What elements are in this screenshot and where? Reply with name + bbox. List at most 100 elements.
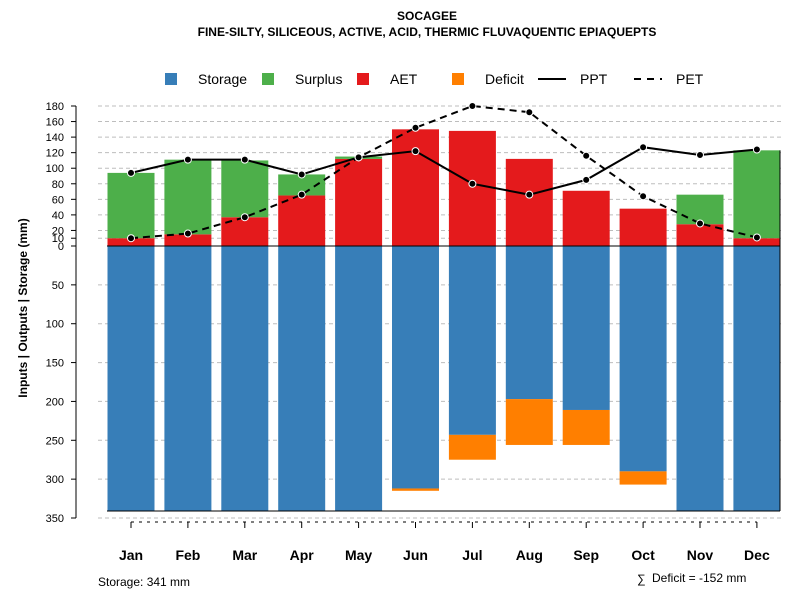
- y-tick-label: 140: [46, 132, 64, 144]
- pet-point: [582, 151, 591, 160]
- pet-point: [240, 213, 249, 222]
- legend-label: Deficit: [485, 71, 524, 87]
- bar-aet: [733, 238, 781, 246]
- x-tick-label: Sep: [573, 547, 599, 563]
- pet-point: [183, 229, 192, 238]
- y-tick-label: 50: [52, 280, 64, 292]
- bars: [107, 129, 781, 512]
- bar-surplus: [733, 150, 781, 239]
- x-tick-label: Jul: [462, 547, 482, 563]
- pet-point: [696, 219, 704, 228]
- sum-symbol: ∑: [637, 572, 646, 586]
- bar-aet: [562, 190, 610, 246]
- bar-aet: [164, 234, 212, 246]
- bar-aet: [505, 158, 553, 246]
- pet-point: [639, 192, 648, 201]
- ppt-point: [639, 143, 648, 152]
- y-tick-label: 200: [46, 396, 64, 408]
- pet-point: [127, 234, 135, 243]
- ppt-point: [127, 168, 135, 177]
- legend-swatch: [452, 73, 464, 85]
- bar-deficit: [619, 471, 667, 485]
- x-tick-label: Jun: [403, 547, 428, 563]
- y-tick-label: 80: [52, 179, 64, 191]
- x-tick-label: Oct: [631, 547, 655, 563]
- x-tick-label: Jan: [119, 547, 143, 563]
- bar-storage: [107, 246, 155, 512]
- y-axis-label: Inputs | Outputs | Storage (mm): [16, 218, 30, 397]
- legend-swatch: [262, 73, 274, 85]
- bar-deficit: [448, 434, 496, 460]
- bar-deficit: [505, 399, 553, 445]
- ppt-line: [130, 146, 757, 196]
- y-tick-label: 0: [58, 241, 64, 253]
- legend-label: Storage: [198, 71, 247, 87]
- ppt-point: [183, 155, 192, 164]
- bar-surplus: [278, 174, 326, 196]
- legend-label: PET: [676, 71, 704, 87]
- legend-swatch: [165, 73, 177, 85]
- chart-title: SOCAGEE: [397, 9, 457, 23]
- y-tick-label: 120: [46, 148, 64, 160]
- pet-point: [525, 108, 534, 117]
- y-tick-label: 150: [46, 358, 64, 370]
- bar-deficit: [562, 409, 610, 445]
- legend-label: PPT: [580, 71, 608, 87]
- series-lines: [127, 102, 761, 243]
- bar-aet: [448, 130, 496, 246]
- chart-subtitle: FINE-SILTY, SILICEOUS, ACTIVE, ACID, THE…: [198, 25, 657, 39]
- pet-point: [411, 123, 420, 132]
- bar-surplus: [221, 160, 269, 218]
- x-tick-label: Apr: [290, 547, 315, 563]
- bar-storage: [392, 246, 439, 489]
- pet-point: [468, 102, 477, 110]
- ppt-point: [411, 147, 420, 156]
- bar-storage: [676, 246, 724, 512]
- x-tick-label: May: [345, 547, 372, 563]
- bar-storage: [505, 246, 553, 400]
- y-tick-label: 60: [52, 194, 64, 206]
- bar-storage: [221, 246, 269, 512]
- y-tick-label: 180: [46, 101, 64, 113]
- ppt-point: [582, 175, 591, 184]
- pet-point: [354, 153, 363, 162]
- pet-point: [752, 233, 761, 242]
- x-tick-label: Mar: [232, 547, 257, 563]
- y-tick-label: 40: [52, 210, 64, 222]
- bar-aet: [335, 158, 383, 246]
- legend-label: Surplus: [295, 71, 342, 87]
- y-tick-label: 100: [46, 163, 64, 175]
- bar-aet: [619, 208, 667, 246]
- y-tick-label: 250: [46, 435, 64, 447]
- bar-surplus: [164, 159, 212, 235]
- ppt-point: [696, 151, 704, 159]
- chart-legend: Storage Surplus AET Deficit PPT PET: [165, 71, 704, 87]
- bar-storage: [562, 246, 610, 410]
- bar-storage: [164, 246, 212, 512]
- gridlines: [98, 105, 782, 519]
- x-tick-label: Nov: [687, 547, 714, 563]
- y-tick-label: 350: [46, 513, 64, 525]
- bar-aet: [392, 129, 439, 246]
- bar-storage: [278, 246, 326, 512]
- storage-note: Storage: 341 mm: [98, 575, 190, 589]
- y-tick-label: 300: [46, 474, 64, 486]
- x-tick-label: Dec: [744, 547, 770, 563]
- ppt-point: [297, 170, 306, 179]
- ppt-point: [525, 190, 534, 199]
- bar-storage: [448, 246, 496, 435]
- legend-label: AET: [390, 71, 418, 87]
- legend-swatch: [357, 73, 369, 85]
- y-tick-label: 20: [52, 225, 64, 237]
- x-tick-label: Aug: [516, 547, 543, 563]
- x-tick-label: Feb: [175, 547, 200, 563]
- bar-surplus: [107, 172, 155, 239]
- bar-deficit: [392, 488, 439, 491]
- ppt-point: [468, 179, 477, 188]
- bar-aet: [278, 195, 326, 246]
- bar-surplus: [676, 194, 724, 225]
- pet-line: [130, 104, 758, 240]
- ppt-point: [752, 145, 761, 154]
- y-tick-label: 160: [46, 117, 64, 129]
